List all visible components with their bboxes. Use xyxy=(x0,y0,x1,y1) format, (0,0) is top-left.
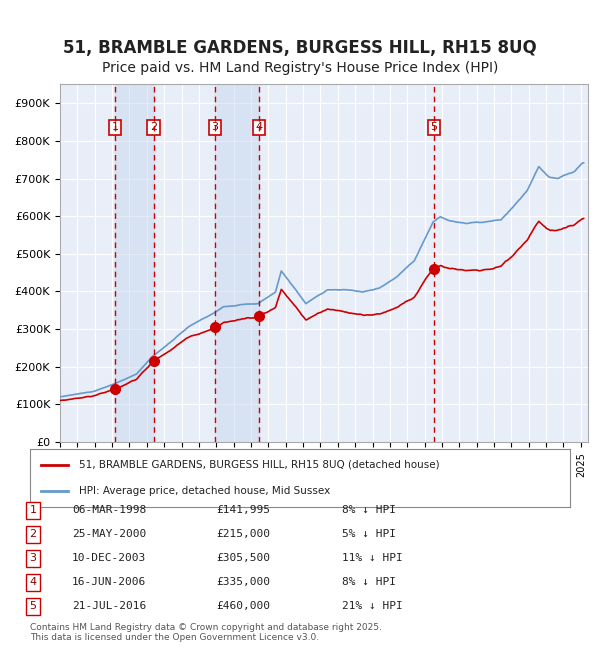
Text: £335,000: £335,000 xyxy=(216,577,270,588)
Text: 4: 4 xyxy=(29,577,37,588)
Text: 06-MAR-1998: 06-MAR-1998 xyxy=(72,505,146,515)
Text: 21-JUL-2016: 21-JUL-2016 xyxy=(72,601,146,612)
Text: 5% ↓ HPI: 5% ↓ HPI xyxy=(342,529,396,539)
Text: 25-MAY-2000: 25-MAY-2000 xyxy=(72,529,146,539)
Text: £460,000: £460,000 xyxy=(216,601,270,612)
Text: 21% ↓ HPI: 21% ↓ HPI xyxy=(342,601,403,612)
Text: £215,000: £215,000 xyxy=(216,529,270,539)
Text: 1: 1 xyxy=(29,505,37,515)
Text: 2: 2 xyxy=(150,122,157,133)
Text: 8% ↓ HPI: 8% ↓ HPI xyxy=(342,505,396,515)
Text: 4: 4 xyxy=(255,122,262,133)
Text: 3: 3 xyxy=(212,122,218,133)
Text: 3: 3 xyxy=(29,553,37,564)
Text: 11% ↓ HPI: 11% ↓ HPI xyxy=(342,553,403,564)
Bar xyxy=(215,84,259,442)
Text: £305,500: £305,500 xyxy=(216,553,270,564)
Text: 5: 5 xyxy=(431,122,437,133)
Text: Contains HM Land Registry data © Crown copyright and database right 2025.
This d: Contains HM Land Registry data © Crown c… xyxy=(30,623,382,642)
Text: 1: 1 xyxy=(112,122,119,133)
Text: HPI: Average price, detached house, Mid Sussex: HPI: Average price, detached house, Mid … xyxy=(79,486,330,495)
Text: 2: 2 xyxy=(29,529,37,539)
Text: 8% ↓ HPI: 8% ↓ HPI xyxy=(342,577,396,588)
Text: Price paid vs. HM Land Registry's House Price Index (HPI): Price paid vs. HM Land Registry's House … xyxy=(102,61,498,75)
Text: 16-JUN-2006: 16-JUN-2006 xyxy=(72,577,146,588)
Text: 51, BRAMBLE GARDENS, BURGESS HILL, RH15 8UQ (detached house): 51, BRAMBLE GARDENS, BURGESS HILL, RH15 … xyxy=(79,460,439,470)
Bar xyxy=(115,84,154,442)
Text: 10-DEC-2003: 10-DEC-2003 xyxy=(72,553,146,564)
Text: 51, BRAMBLE GARDENS, BURGESS HILL, RH15 8UQ: 51, BRAMBLE GARDENS, BURGESS HILL, RH15 … xyxy=(63,39,537,57)
Text: £141,995: £141,995 xyxy=(216,505,270,515)
Text: 5: 5 xyxy=(29,601,37,612)
